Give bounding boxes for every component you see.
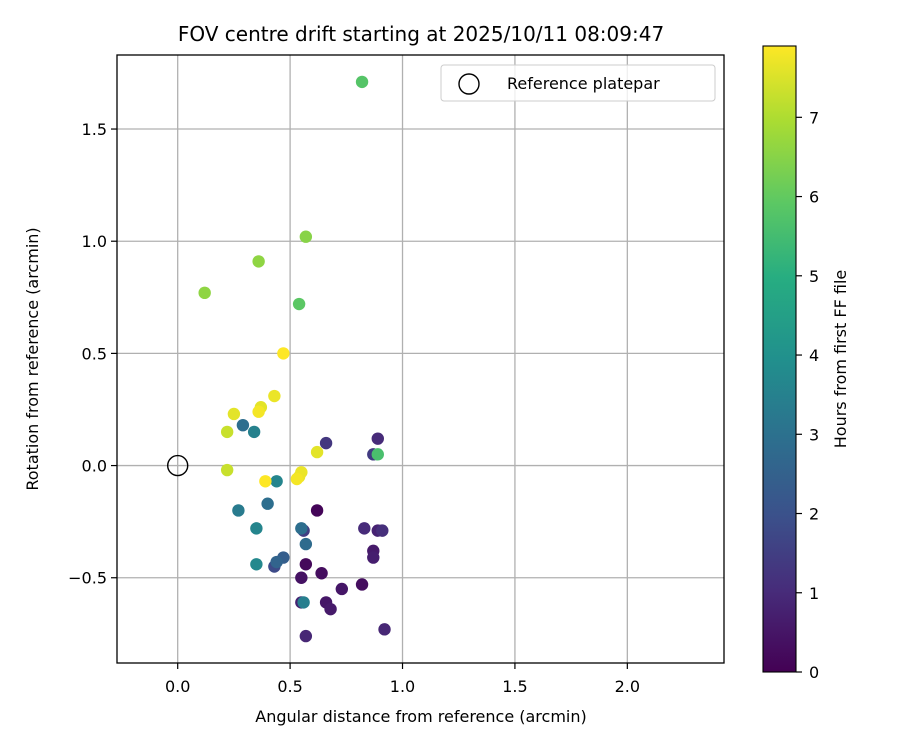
data-point — [315, 567, 328, 580]
data-point — [247, 425, 261, 439]
data-point — [250, 558, 263, 571]
data-point — [277, 347, 290, 360]
data-point — [371, 448, 384, 461]
data-point — [295, 571, 308, 584]
data-point — [259, 475, 272, 488]
data-point — [310, 504, 324, 517]
data-point — [268, 389, 281, 403]
data-point — [297, 596, 310, 609]
data-point — [299, 558, 313, 571]
y-axis: −0.5 0.0 0.5 1.0 1.5 — [68, 120, 117, 588]
legend-label-reference: Reference platepar — [507, 74, 660, 93]
data-point — [232, 504, 245, 517]
plot-frame — [116, 54, 725, 664]
data-point — [367, 551, 380, 564]
data-point — [324, 602, 337, 616]
data-point — [270, 555, 283, 569]
colorbar: 0 1 2 3 4 5 6 7 Hours from first FF file — [762, 45, 850, 682]
data-point — [198, 286, 211, 300]
colorbar-tick-label: 4 — [809, 346, 819, 365]
x-tick-label: 2.0 — [615, 677, 640, 696]
data-point — [310, 445, 324, 459]
data-point — [220, 425, 234, 439]
colorbar-tick-label: 5 — [809, 267, 819, 286]
data-point — [299, 629, 313, 643]
y-tick-label: 0.5 — [82, 344, 107, 363]
data-point — [252, 255, 265, 268]
colorbar-tick-label: 7 — [809, 108, 819, 127]
data-point — [335, 582, 349, 596]
data-point — [355, 578, 369, 591]
legend: Reference platepar — [440, 64, 716, 102]
x-tick-label: 0.0 — [165, 677, 190, 696]
data-point — [227, 407, 241, 421]
colorbar-label: Hours from first FF file — [831, 270, 850, 449]
x-axis-label: Angular distance from reference (arcmin) — [255, 707, 586, 726]
x-tick-label: 0.5 — [277, 677, 302, 696]
data-point — [378, 623, 391, 636]
data-point — [376, 524, 389, 537]
data-point — [358, 522, 371, 535]
data-point — [220, 463, 234, 477]
data-point — [295, 522, 308, 535]
data-point — [371, 432, 384, 445]
data-point — [261, 497, 274, 510]
colorbar-tick-label: 1 — [809, 584, 819, 603]
y-tick-label: −0.5 — [68, 569, 107, 588]
colorbar-tick-label: 3 — [809, 425, 819, 444]
y-tick-label: 0.0 — [82, 457, 107, 476]
y-axis-label: Rotation from reference (arcmin) — [23, 227, 42, 490]
x-tick-label: 1.0 — [390, 677, 415, 696]
x-tick-label: 1.5 — [502, 677, 527, 696]
data-point — [292, 297, 306, 311]
reference-platepar-marker — [166, 454, 189, 477]
colorbar-ticks: 0 1 2 3 4 5 6 7 — [796, 108, 819, 682]
data-point — [299, 230, 313, 243]
colorbar-tick-label: 2 — [809, 505, 819, 524]
data-point — [355, 75, 369, 89]
colorbar-tick-label: 0 — [809, 663, 819, 682]
data-point — [299, 537, 313, 551]
data-point — [252, 405, 265, 418]
data-point — [270, 475, 283, 488]
x-axis: 0.0 0.5 1.0 1.5 2.0 — [165, 663, 640, 696]
data-point — [319, 436, 333, 450]
grid — [117, 55, 724, 663]
y-tick-label: 1.5 — [82, 120, 107, 139]
colorbar-frame — [762, 45, 797, 673]
colorbar-gradient — [763, 46, 796, 672]
y-tick-label: 1.0 — [82, 232, 107, 251]
legend-reference-marker — [458, 73, 480, 95]
data-point — [236, 418, 250, 432]
reference-marker-layer — [166, 454, 189, 477]
legend-box — [440, 64, 716, 102]
colorbar-tick-label: 6 — [809, 188, 819, 207]
chart-title: FOV centre drift starting at 2025/10/11 … — [178, 22, 664, 46]
data-point — [250, 522, 263, 535]
data-point — [290, 472, 304, 486]
data-points — [198, 75, 391, 643]
